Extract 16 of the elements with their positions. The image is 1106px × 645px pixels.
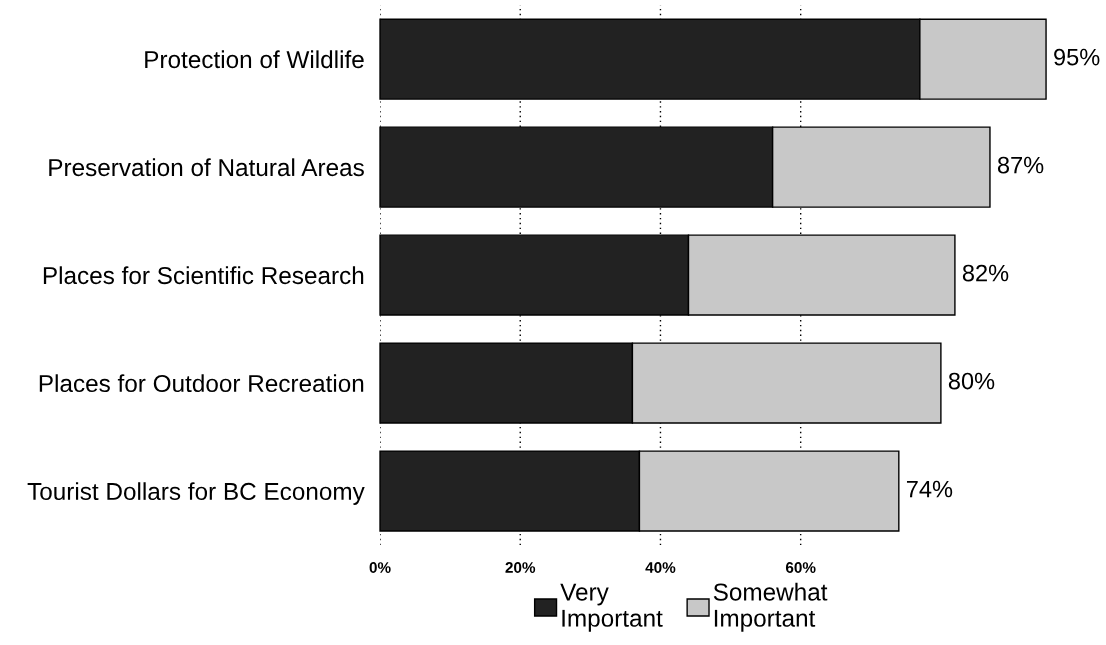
total-label: 80% [948, 372, 995, 390]
total-label: 74% [906, 480, 953, 498]
x-tick-label: 40% [645, 562, 676, 573]
legend-label: Somewhat Important [713, 582, 828, 632]
y-tick-label: Places for Scientific Research [43, 266, 364, 285]
total-label: 95% [1054, 48, 1100, 66]
total-label: 82% [962, 264, 1009, 282]
y-tick-label: Tourist Dollars for BC Economy [27, 482, 365, 505]
y-tick-label: Preservation of Natural Areas [49, 158, 364, 177]
x-tick-label: 0% [369, 562, 391, 573]
legend-label: Very Important [560, 583, 663, 632]
y-tick-label: Protection of Wildlife [145, 50, 364, 69]
total-label: 87% [997, 156, 1044, 174]
y-tick-label: Places for Outdoor Recreation [39, 374, 364, 393]
x-tick-label: 20% [505, 562, 536, 573]
x-tick-label: 60% [785, 562, 816, 573]
